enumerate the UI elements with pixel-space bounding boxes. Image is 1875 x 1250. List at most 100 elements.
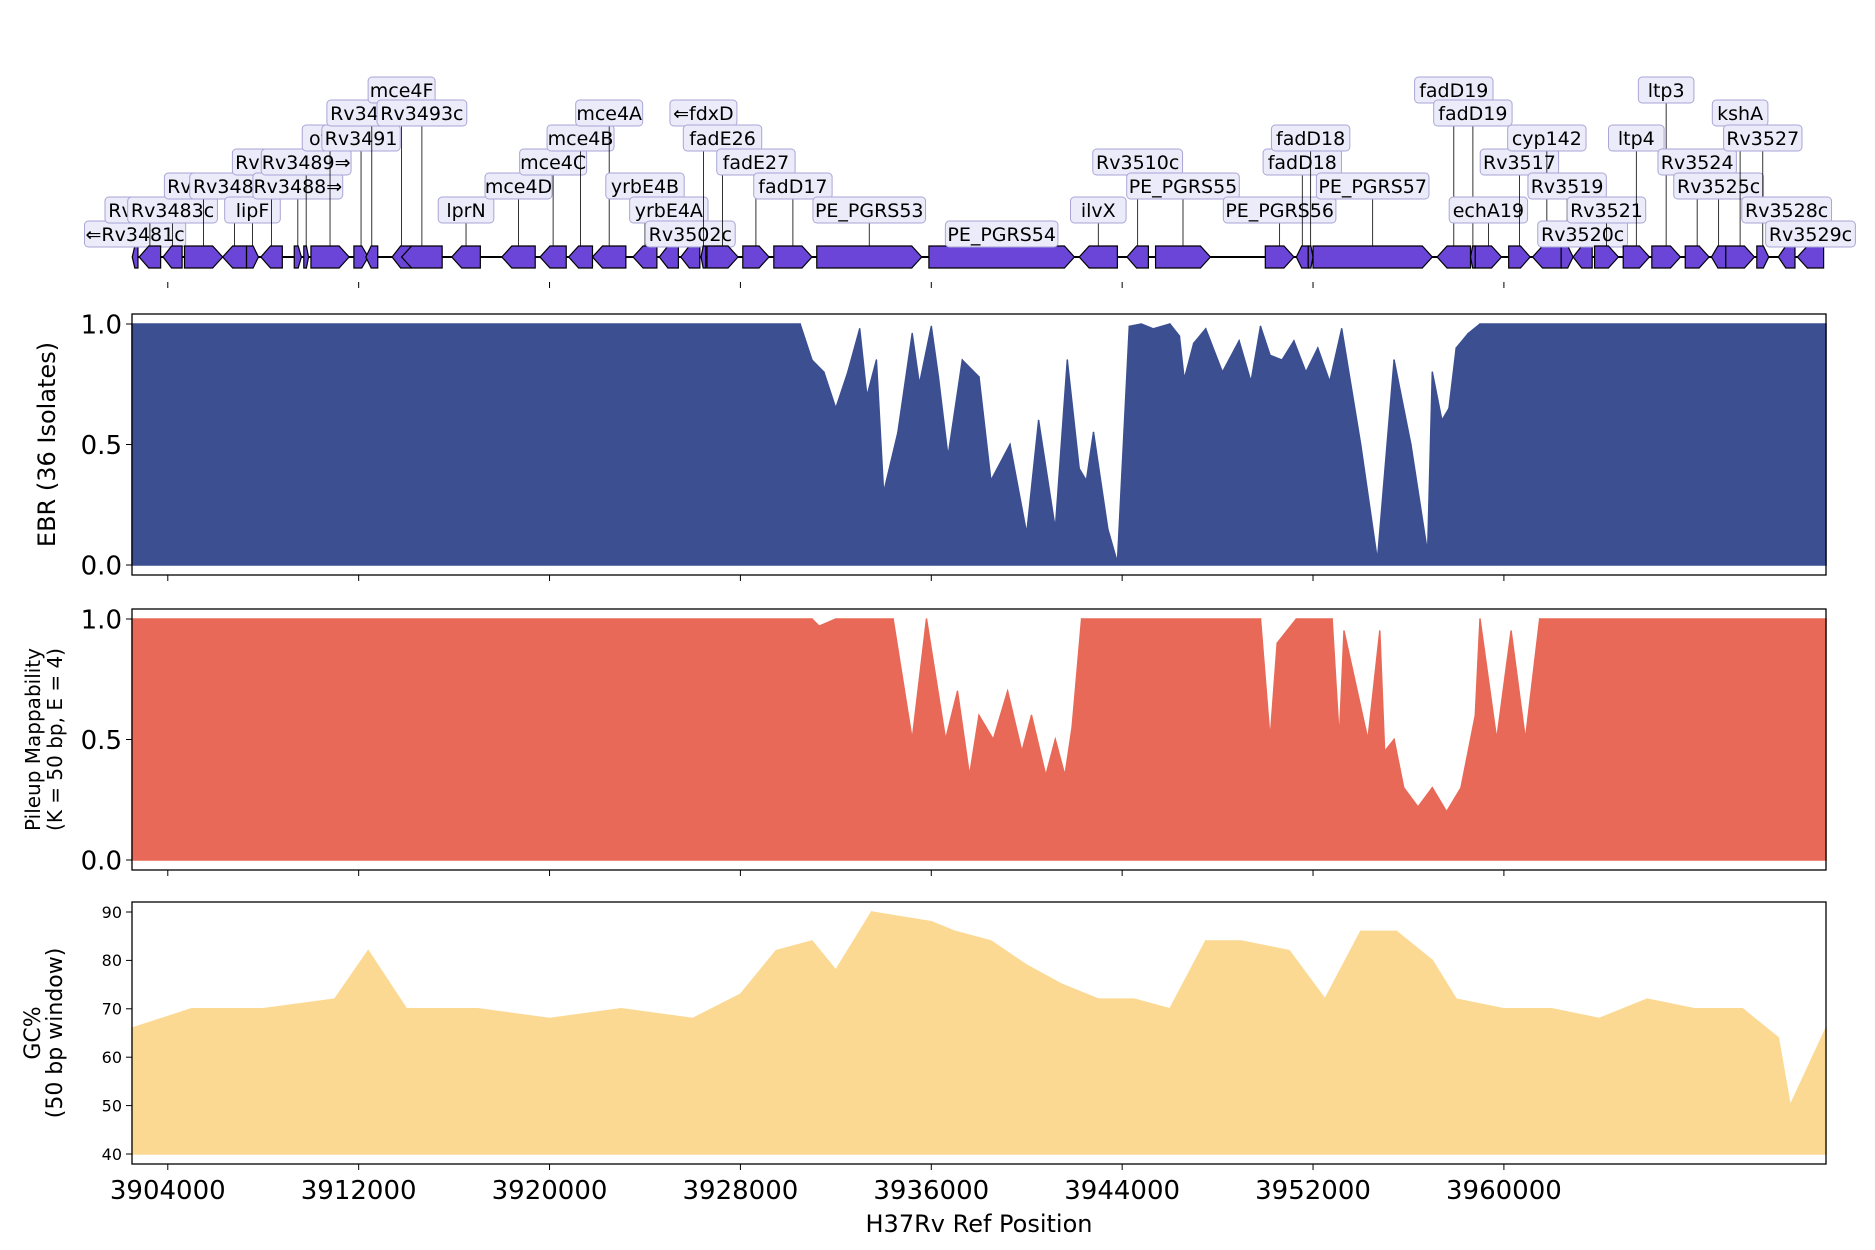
gene-label: ⇐fdxD — [673, 103, 734, 125]
mappability-panel: 0.0 0.5 1.0 Pileup Mappability(K = 50 bp, E… — [21, 605, 1827, 876]
gene-label: fadE27 — [723, 152, 790, 174]
gc-point — [1359, 930, 1362, 933]
gene-label: Rv3488⇒ — [253, 176, 342, 198]
gene-arrow — [183, 245, 224, 269]
gene-label: mce4C — [520, 152, 586, 174]
gc-point — [930, 920, 933, 923]
ebr-point — [1455, 347, 1457, 349]
gene-label: Rv3524 — [1661, 152, 1734, 174]
gene-label-box — [484, 172, 553, 200]
gene-label: Rv3529c — [1769, 224, 1852, 246]
gc-point — [1777, 1037, 1780, 1039]
gc-area — [131, 911, 1827, 1155]
mappability-point — [811, 618, 813, 620]
gc-point — [367, 949, 370, 952]
ebr-y-tick-label: 0.0 — [81, 551, 122, 581]
x-tick-label: 3912000 — [301, 1176, 417, 1206]
gene-arrow — [567, 245, 594, 269]
gc-point — [405, 1008, 408, 1010]
gene-label: yrbE4A — [635, 200, 703, 222]
gc-y-label: GC% — [21, 1006, 46, 1059]
gene-label: Rv3502c — [649, 224, 732, 246]
mappability-point — [1080, 618, 1083, 620]
gene-arrow — [1725, 245, 1756, 269]
gene-label: ltp3 — [1648, 80, 1685, 102]
gene-label-box — [1637, 76, 1695, 104]
mappability-point — [1021, 750, 1023, 753]
gene-arrow — [928, 245, 1076, 269]
ebr-y-label: EBR (36 Isolates) — [33, 342, 61, 547]
gc-point — [954, 930, 956, 933]
gc-point — [1503, 1008, 1505, 1010]
mappability-point — [1064, 774, 1066, 777]
x-tick-label: 3936000 — [873, 1176, 989, 1206]
gc-point — [477, 1008, 479, 1010]
mappability-point — [1445, 811, 1448, 813]
gc-point — [1169, 1008, 1171, 1010]
x-tick-label: 3904000 — [110, 1176, 226, 1206]
gc-point — [1061, 983, 1064, 986]
ebr-point — [811, 359, 813, 361]
ebr-point — [937, 376, 940, 378]
gene-label-box — [1673, 172, 1765, 200]
ebr-point — [1178, 335, 1181, 337]
gene-arrow — [1078, 245, 1118, 269]
gc-point — [1741, 1008, 1744, 1010]
gene-label-box — [1433, 99, 1513, 127]
gene-label: mce4D — [485, 176, 552, 198]
ebr-point — [866, 395, 868, 398]
ebr-point — [1448, 407, 1450, 410]
mappability-point — [944, 738, 947, 741]
gene-arrow — [1436, 245, 1472, 269]
ebr-area — [131, 323, 1827, 566]
ebr-y-tick-label: 0.5 — [81, 431, 122, 461]
mappability-point — [992, 738, 995, 741]
gene-label-box — [1723, 124, 1803, 152]
ebr-y-tick-label: 1.0 — [81, 310, 122, 340]
gc-point — [1694, 1008, 1696, 1010]
gene-arrow — [539, 245, 567, 269]
gene-arrow — [700, 245, 707, 269]
mappability-point — [1331, 618, 1333, 620]
gene-label-box — [812, 196, 927, 224]
mappability-point — [1538, 618, 1541, 620]
gc-point — [1598, 1017, 1601, 1020]
gene-label: lipF — [236, 200, 270, 222]
gene-label-box — [224, 196, 281, 224]
gene-label-box — [1315, 172, 1430, 200]
gc-point — [1431, 959, 1434, 962]
gene-label: ⇐Rv3481c — [86, 224, 185, 246]
gene-label: Rv3519 — [1531, 176, 1604, 198]
gene-label: mce4A — [576, 103, 642, 125]
ebr-point — [1259, 325, 1262, 328]
x-tick-label: 3952000 — [1255, 1176, 1371, 1206]
ebr-point — [1305, 371, 1307, 374]
gene-arrow — [1264, 245, 1295, 269]
gene-label: mce4B — [548, 128, 614, 150]
gene-label: fadD18 — [1268, 152, 1337, 174]
gene-arrow — [591, 245, 627, 269]
mappability-point — [1338, 738, 1341, 741]
mappability-point — [1402, 786, 1405, 789]
ebr-point — [1317, 347, 1319, 349]
gene-arrow — [1154, 245, 1212, 269]
gene-label-box — [1608, 124, 1665, 152]
gene-label-box — [437, 196, 495, 224]
mappability-point — [1383, 750, 1386, 753]
gene-label: PE_PGRS54 — [947, 224, 1056, 246]
ebr-point — [1340, 328, 1343, 330]
ebr-point — [1152, 328, 1154, 330]
mappability-point — [1479, 618, 1481, 620]
ebr-point — [1410, 443, 1412, 446]
gene-arrow — [658, 245, 679, 269]
gc-point — [1324, 998, 1326, 1000]
gc-point — [1789, 1104, 1791, 1107]
gene-arrow — [816, 245, 923, 269]
ebr-point — [978, 376, 980, 378]
mappability-point — [835, 618, 837, 620]
ebr-point — [1204, 328, 1207, 330]
gene-label-box — [753, 172, 833, 200]
gene-arrow — [1756, 245, 1770, 269]
gc-frame — [131, 901, 1827, 1165]
gene-label-box — [1765, 220, 1856, 248]
